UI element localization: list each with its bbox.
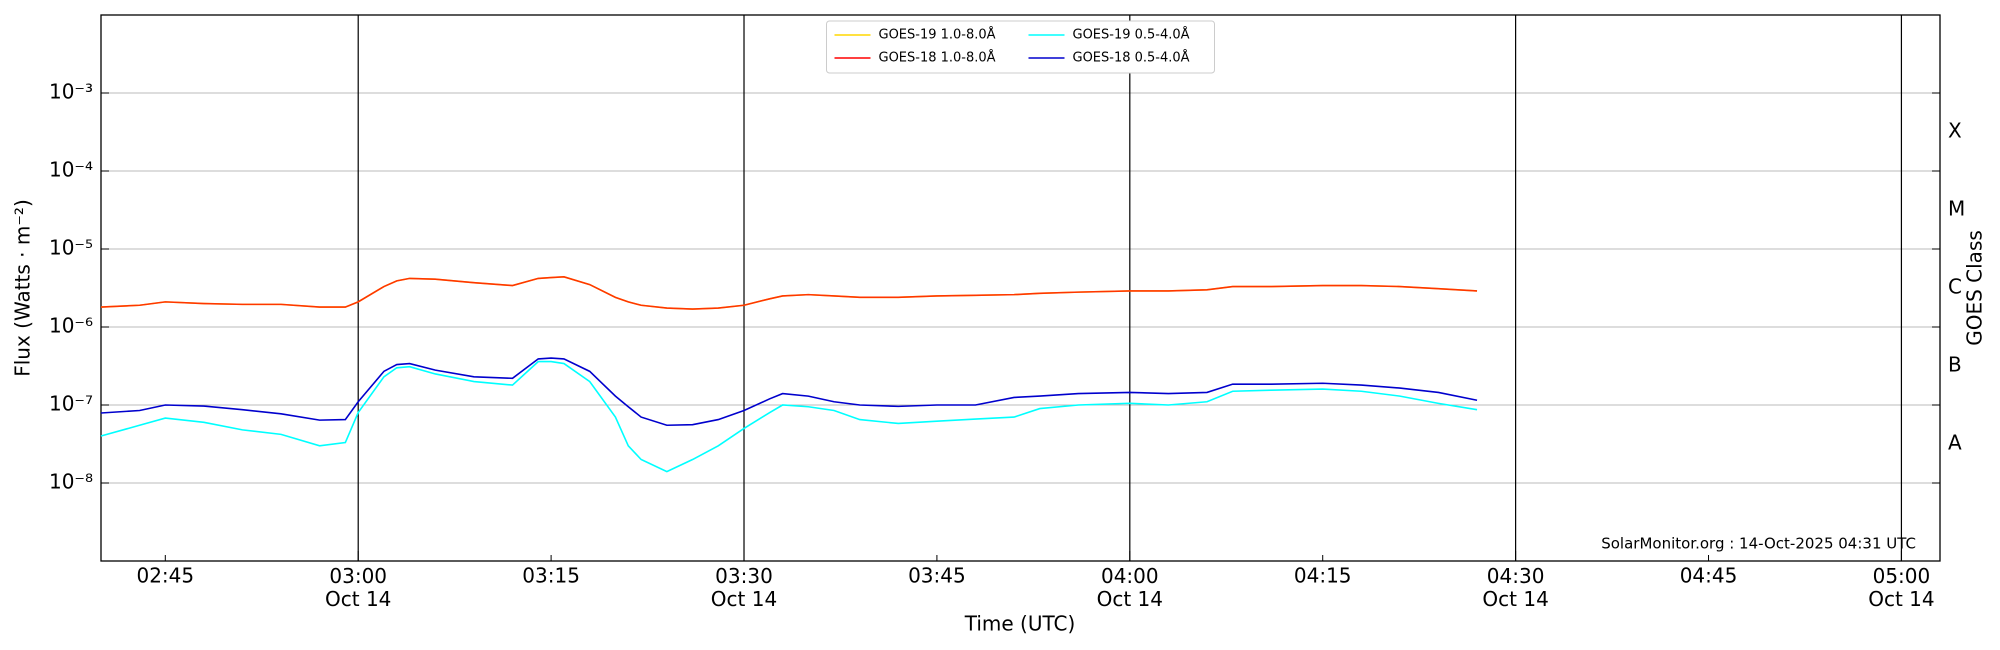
plot-frame xyxy=(100,14,1941,562)
class-label: B xyxy=(1948,353,1962,377)
x-tick-label: 02:45 xyxy=(136,564,194,588)
x-axis-label: Time (UTC) xyxy=(964,612,1076,636)
class-label: M xyxy=(1948,197,1965,221)
x-tick-label: 05:00 Oct 14 xyxy=(1868,564,1934,611)
class-label: X xyxy=(1948,119,1962,143)
x-tick-label: 04:45 xyxy=(1680,564,1738,588)
series-line xyxy=(100,276,1478,310)
x-tick-label: 03:45 xyxy=(908,564,966,588)
series-line xyxy=(100,357,1478,427)
legend-label: GOES-19 0.5-4.0Å xyxy=(1073,27,1190,43)
x-tick-label: 03:15 xyxy=(522,564,580,588)
y-axis-label: Flux (Watts · m⁻²) xyxy=(11,199,35,377)
series-line xyxy=(100,276,1478,310)
y-tick-label: 10⁻³ xyxy=(49,80,93,104)
series-line xyxy=(100,360,1478,473)
annotation: SolarMonitor.org : 14-Oct-2025 04:31 UTC xyxy=(1601,535,1916,553)
x-tick-label: 03:00 Oct 14 xyxy=(325,564,391,611)
y-tick-label: 10⁻⁸ xyxy=(49,470,93,494)
y-tick-label: 10⁻⁵ xyxy=(49,236,93,260)
x-tick-label: 04:15 xyxy=(1294,564,1352,588)
legend-label: GOES-18 0.5-4.0Å xyxy=(1073,50,1190,66)
y-tick-label: 10⁻⁴ xyxy=(49,158,93,182)
legend-label: GOES-18 1.0-8.0Å xyxy=(879,50,996,66)
class-label: C xyxy=(1948,275,1962,299)
y2-axis-label: GOES Class xyxy=(1963,230,1987,346)
legend-label: GOES-19 1.0-8.0Å xyxy=(879,27,996,43)
legend-box xyxy=(826,20,1215,74)
x-tick-label: 03:30 Oct 14 xyxy=(711,564,777,611)
y-tick-label: 10⁻⁷ xyxy=(49,392,93,416)
x-tick-label: 04:30 Oct 14 xyxy=(1482,564,1548,611)
y-tick-label: 10⁻⁶ xyxy=(49,314,93,338)
class-label: A xyxy=(1948,431,1962,455)
x-tick-label: 04:00 Oct 14 xyxy=(1097,564,1163,611)
